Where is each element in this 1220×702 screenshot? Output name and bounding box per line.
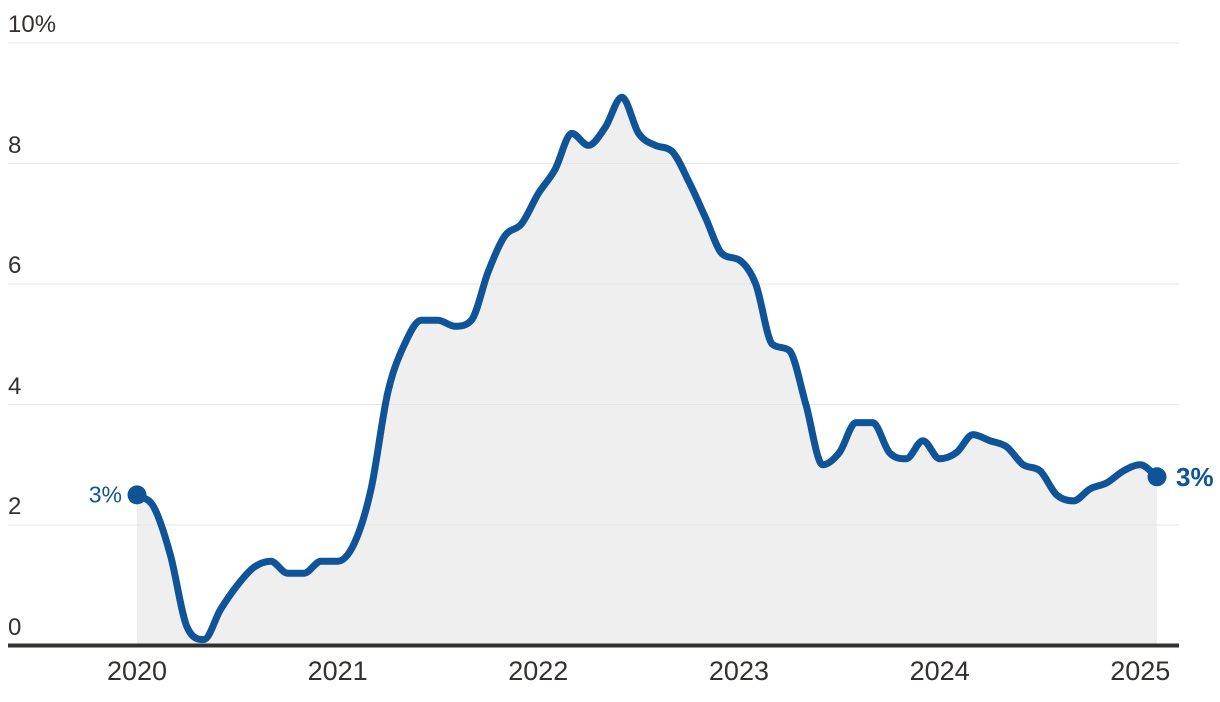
area-fill (137, 97, 1157, 646)
x-axis-label-2021: 2021 (307, 656, 368, 686)
y-axis-label-4: 4 (8, 372, 22, 400)
y-axis-label-0: 0 (8, 613, 22, 641)
end-dot (1147, 467, 1167, 487)
y-axis-label-2: 2 (8, 493, 22, 520)
x-axis-label-2022: 2022 (508, 656, 569, 686)
x-axis-label-2023: 2023 (708, 656, 769, 686)
y-axis-label-10pct: 10% (8, 11, 57, 38)
end-value-label: 3% (1176, 461, 1214, 492)
y-axis-label-8: 8 (8, 131, 22, 159)
x-axis-label-2025: 2025 (1110, 656, 1171, 686)
y-axis-label-6: 6 (8, 252, 22, 279)
x-axis-label-2020: 2020 (106, 656, 168, 686)
x-axis-label-2024: 2024 (909, 656, 970, 686)
inflation-line (133, 93, 1161, 643)
start-dot (127, 485, 147, 505)
start-value-label: 3% (88, 481, 122, 508)
